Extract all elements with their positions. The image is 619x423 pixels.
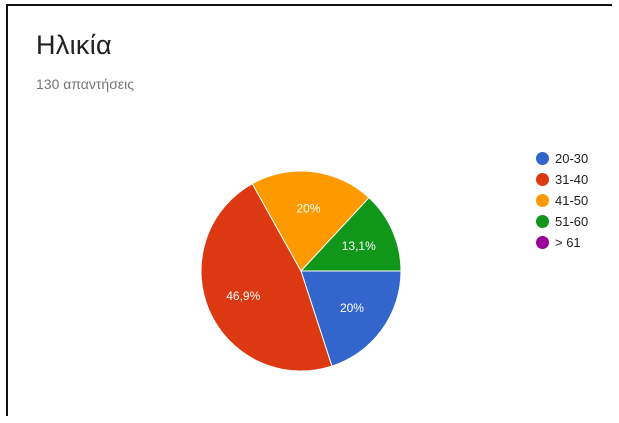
legend-swatch	[536, 152, 549, 165]
legend-swatch	[536, 236, 549, 249]
legend-label: 20-30	[555, 151, 589, 166]
chart-title: Ηλικία	[36, 30, 112, 60]
legend-item-61[interactable]: > 61	[536, 232, 588, 253]
legend-swatch	[536, 173, 549, 186]
legend-item-31-40[interactable]: 31-40	[536, 169, 588, 190]
slice-label-20-30: 20%	[340, 301, 364, 315]
chart-legend: 20-30 31-40 41-50 51-60 > 61	[536, 148, 588, 253]
slice-label-41-50: 20%	[296, 201, 320, 215]
response-count: 130 απαντήσεις	[36, 76, 134, 92]
legend-label: 31-40	[555, 172, 589, 187]
legend-item-20-30[interactable]: 20-30	[536, 148, 588, 169]
legend-label: 41-50	[555, 193, 589, 208]
legend-label: 51-60	[555, 214, 589, 229]
pie-slice-20-30[interactable]	[300, 270, 402, 367]
pie-slice-31-40[interactable]	[200, 182, 333, 372]
legend-item-41-50[interactable]: 41-50	[536, 190, 588, 211]
legend-label: > 61	[555, 235, 581, 250]
slice-label-51-60: 13,1%	[342, 239, 376, 253]
pie-slice-51-60[interactable]	[299, 196, 402, 272]
legend-swatch	[536, 194, 549, 207]
pie-slice-41-50[interactable]	[251, 170, 370, 272]
legend-item-51-60[interactable]: 51-60	[536, 211, 588, 232]
slice-label-31-40: 46,9%	[226, 289, 260, 303]
legend-swatch	[536, 215, 549, 228]
